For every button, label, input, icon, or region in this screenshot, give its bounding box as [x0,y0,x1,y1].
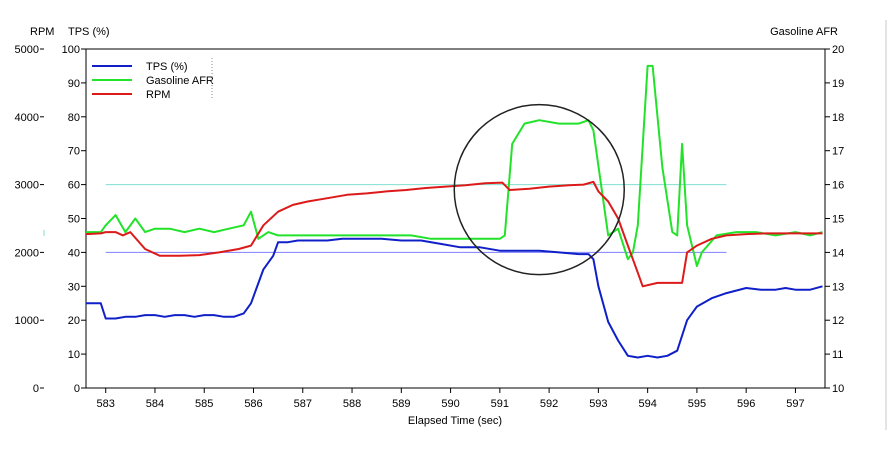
afr-tick-label: 15 [832,214,844,226]
x-tick-label: 587 [294,398,312,410]
x-tick-label: 595 [688,398,706,410]
legend-label-tps: TPS (%) [146,61,188,73]
tps-tick-label: 40 [68,247,80,259]
highlight-circle [453,103,626,276]
tps-tick-label: 100 [62,44,80,56]
x-tick-label: 593 [589,398,607,410]
afr-tick-label: 12 [832,315,844,327]
tps-tick-label: 10 [68,349,80,361]
series-line-rpm [85,180,823,288]
afr-tick-label: 20 [832,44,844,56]
afr-tick-label: 11 [832,349,843,361]
series-layer [85,64,823,359]
series-line-tps [86,237,823,359]
tps-tick-label: 30 [68,281,80,293]
x-tick-label: 586 [244,398,262,410]
x-tick-label: 592 [540,398,558,410]
x-tick-label: 596 [737,398,755,410]
tps-tick-label: 0 [74,383,80,395]
x-tick-label: 585 [195,398,213,410]
x-tick-label: 588 [343,398,361,410]
tps-tick-label: 90 [68,78,80,90]
x-tick-label: 589 [392,398,410,410]
x-tick-label: 591 [491,398,509,410]
afr-tick-label: 17 [832,146,844,158]
rpm-tick-label: 1000 [15,315,39,327]
rpm-tick-label: 5000 [15,44,39,56]
afr-tick-label: 18 [832,112,844,124]
afr-axis-title: Gasoline AFR [770,26,838,38]
rpm-tick-label: 3000 [15,180,39,192]
tps-axis-title: TPS (%) [68,26,110,38]
x-tick-label: 597 [786,398,804,410]
tps-tick-label: 50 [68,214,80,226]
plot-area [85,48,826,389]
annotation-layer [453,103,626,276]
legend-label-rpm: RPM [146,89,170,101]
legend-box [88,51,212,101]
x-axis-title: Elapsed Time (sec) [408,415,502,427]
rpm-tick-label: 0 [33,383,39,395]
tps-tick-label: 60 [68,180,80,192]
reference-lines [105,184,727,253]
rpm-axis-title: RPM [30,26,54,38]
afr-tick-label: 16 [832,180,844,192]
x-tick-label: 583 [97,398,115,410]
legend: TPS (%) Gasoline AFR RPM [88,51,214,101]
afr-tick-label: 19 [832,78,844,90]
tps-tick-label: 20 [68,315,80,327]
afr-tick-label: 10 [832,383,844,395]
afr-tick-label: 14 [832,247,844,259]
tps-tick-label: 70 [68,146,80,158]
x-tick-label: 584 [146,398,164,410]
rpm-tick-label: 2000 [15,247,39,259]
ticks-layer: 583 584 585 586 587 588 589 590 591 592 593 594 595 5… [15,44,845,410]
afr-tick-label: 13 [832,281,844,293]
x-tick-label: 590 [441,398,459,410]
series-line-afr [86,64,823,267]
x-tick-label: 594 [638,398,656,410]
tps-tick-label: 80 [68,112,80,124]
legend-label-afr: Gasoline AFR [146,75,214,87]
rpm-tick-label: 4000 [15,112,39,124]
